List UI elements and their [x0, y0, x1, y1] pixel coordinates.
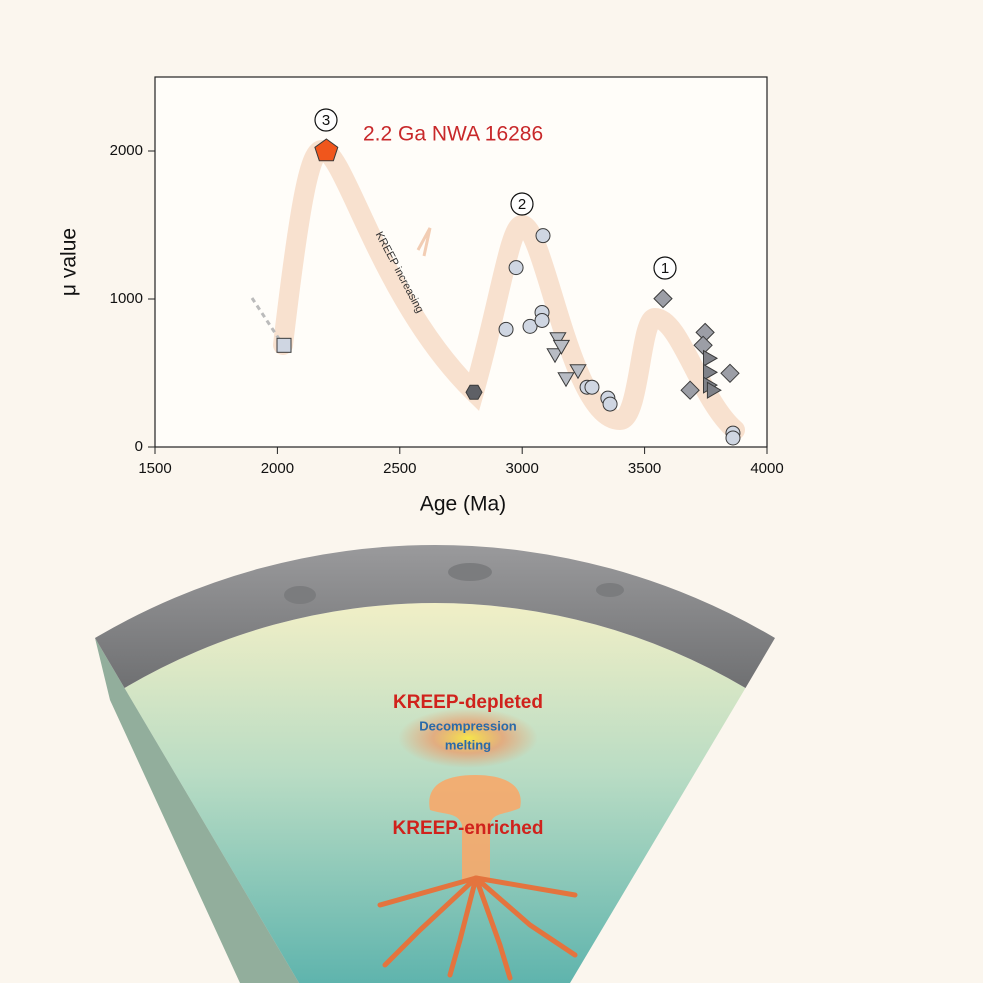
label: KREEP-depleted — [393, 692, 543, 713]
point — [680, 380, 700, 400]
plot-frame — [154, 76, 768, 448]
crater — [448, 563, 492, 581]
y-tick-label: 2000 — [110, 142, 143, 159]
x-tick-label: 1500 — [138, 460, 171, 477]
point — [546, 348, 564, 364]
annotation: 2.2 Ga NWA 16286 — [363, 123, 543, 146]
point — [552, 339, 571, 355]
plume — [429, 775, 521, 880]
crater — [284, 586, 316, 604]
point — [584, 379, 600, 395]
melt-glow — [398, 708, 538, 768]
annotation-circle — [510, 192, 534, 216]
trend-arrow — [416, 227, 432, 257]
x-tick-label: 4000 — [750, 460, 783, 477]
point — [522, 318, 538, 334]
illustration: KREEP-depleted Decompression melting KRE… — [95, 544, 775, 983]
point — [725, 430, 741, 446]
point — [720, 363, 740, 384]
point — [602, 396, 618, 412]
y-tick-label: 1000 — [110, 290, 143, 307]
point — [535, 228, 551, 244]
point — [465, 384, 483, 400]
point — [314, 138, 339, 162]
crust — [95, 544, 775, 688]
roots — [377, 875, 578, 981]
point — [569, 364, 587, 380]
annotation: 2 — [518, 196, 526, 213]
y-axis-label: μ value — [58, 228, 81, 296]
point — [706, 381, 722, 399]
point — [703, 349, 719, 367]
point — [508, 260, 524, 276]
label: melting — [445, 737, 491, 752]
y-tick-label: 0 — [135, 438, 143, 455]
annotation: 3 — [322, 112, 330, 129]
point — [557, 372, 575, 388]
annotation-circle — [653, 256, 677, 280]
point — [549, 332, 567, 348]
point — [534, 312, 550, 328]
annotation: 1 — [661, 260, 669, 277]
x-tick-label: 2500 — [383, 460, 416, 477]
trend-dash — [250, 297, 285, 346]
crater — [596, 583, 624, 597]
label: Decompression — [419, 718, 517, 733]
x-tick-label: 2000 — [261, 460, 294, 477]
x-tick-label: 3500 — [628, 460, 661, 477]
annotation-circle — [314, 108, 338, 132]
x-tick-label: 3000 — [506, 460, 539, 477]
label: KREEP-enriched — [393, 818, 544, 839]
point — [498, 321, 514, 337]
point — [703, 363, 718, 381]
x-axis-label: Age (Ma) — [420, 493, 506, 516]
point — [276, 337, 292, 353]
point — [653, 288, 673, 309]
